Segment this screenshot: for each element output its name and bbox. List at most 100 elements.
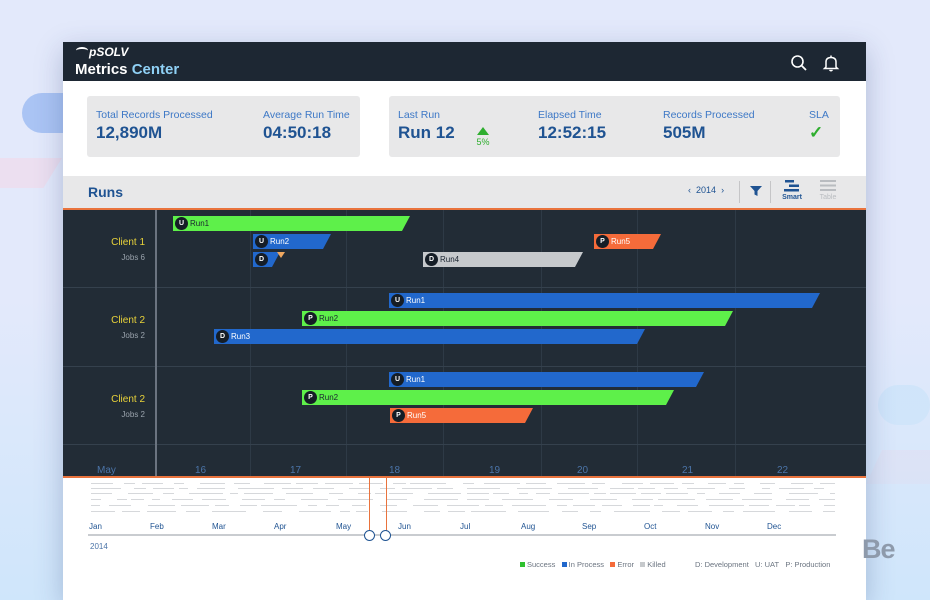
overview-dash (518, 511, 549, 512)
overview-dash (197, 488, 225, 489)
overview-dash (786, 499, 809, 500)
month-label: Jun (398, 522, 411, 531)
overview-dash (471, 511, 506, 512)
run-bar[interactable]: U Run2 (253, 234, 331, 249)
overview-dash (658, 499, 695, 500)
axis-label: 22 (777, 465, 789, 476)
run-bar[interactable]: D Run3 (214, 329, 645, 344)
overview-dash (632, 499, 653, 500)
search-icon[interactable] (790, 54, 808, 72)
overview-dash (428, 493, 461, 494)
chevron-left-icon[interactable]: ‹ (688, 185, 691, 195)
overview-dash (734, 483, 744, 484)
smart-view-button[interactable]: Smart (779, 179, 805, 201)
month-label: Dec (767, 522, 782, 531)
overview-dash (517, 488, 552, 489)
run-bar[interactable]: U Run1 (389, 293, 820, 308)
run-bar[interactable]: P Run2 (302, 311, 733, 326)
trend-value: 5% (476, 137, 490, 147)
overview-dash (789, 511, 812, 512)
legend-swatch (610, 562, 616, 567)
run-bar[interactable]: U Run1 (389, 372, 704, 387)
summary-card: Total Records Processed 12,890M Average … (87, 96, 360, 157)
overview-dash (263, 511, 282, 512)
legend-label: Success (527, 560, 556, 569)
overview-dash (215, 505, 229, 506)
overview-dash (762, 488, 770, 489)
overview-dash (463, 483, 474, 484)
axis-label: May (97, 465, 116, 476)
overview-dash (128, 493, 153, 494)
overview-dash (380, 488, 395, 489)
overview-dash (142, 483, 163, 484)
timeline-track[interactable] (88, 534, 836, 536)
timeline-window-selection[interactable] (369, 478, 387, 536)
overview-dash (485, 505, 503, 506)
run-label: Run3 (231, 332, 251, 341)
run-bar[interactable]: D (253, 252, 280, 267)
overview-dash (413, 505, 438, 506)
env-badge: U (175, 217, 188, 230)
axis-label: 18 (389, 465, 401, 476)
table-view-button[interactable]: Table (815, 179, 841, 201)
timeline-end-handle[interactable] (380, 530, 391, 541)
overview-dash (641, 493, 661, 494)
run-label: Run1 (406, 375, 426, 384)
stat-value: Run 12 (398, 123, 455, 142)
overview-dash (706, 499, 733, 500)
stat-records-processed: Records Processed 505M (663, 109, 755, 143)
overview-dash (261, 505, 297, 506)
brand-name: pSOLV (89, 45, 129, 59)
overview-dash (664, 488, 678, 489)
overview-dash (602, 505, 622, 506)
overview-dash (91, 493, 112, 494)
overview-dash (493, 493, 509, 494)
bell-icon[interactable] (822, 54, 840, 72)
month-label: Apr (274, 522, 287, 531)
legend-label: Killed (647, 560, 666, 569)
overview-dash (202, 499, 226, 500)
last-run-card: Last Run Run 12 5% Elapsed Time 12:52:15… (389, 96, 840, 157)
chevron-right-icon[interactable]: › (721, 185, 725, 195)
divider (770, 181, 771, 203)
run-bar[interactable]: P Run5 (390, 408, 533, 423)
run-label: Run2 (319, 393, 339, 402)
overview-dash (573, 505, 595, 506)
overview-dash (424, 499, 458, 500)
overview-dash (286, 493, 313, 494)
filter-icon[interactable] (749, 184, 763, 198)
overview-dash (282, 488, 303, 489)
run-bar[interactable]: D Run4 (423, 252, 583, 267)
env-badge: U (255, 235, 268, 248)
runs-title: Runs (88, 184, 123, 200)
month-label: Jul (460, 522, 471, 531)
timeline-start-handle[interactable] (364, 530, 375, 541)
overview-dash (830, 493, 835, 494)
overview-dash (153, 488, 174, 489)
table-view-icon (820, 180, 836, 191)
stat-label: Last Run (398, 109, 441, 121)
overview-dash (186, 511, 200, 512)
run-bar[interactable]: U Run1 (173, 216, 410, 231)
arrow-up-icon (477, 127, 489, 135)
stat-value: 505M (663, 123, 706, 142)
overview-dash (594, 493, 606, 494)
run-bar[interactable]: P Run2 (302, 390, 674, 405)
env-badge: P (304, 391, 317, 404)
axis-label: 16 (195, 465, 207, 476)
axis-label: 17 (290, 465, 302, 476)
stat-label: Average Run Time (263, 109, 350, 121)
env-badge: D (255, 253, 268, 266)
overview-dash (179, 488, 188, 489)
behance-logo-text: Be (862, 534, 896, 564)
run-bar[interactable]: P Run5 (594, 234, 661, 249)
run-label: Run5 (611, 237, 631, 246)
overview-dash (340, 511, 350, 512)
legend-status: Success In Process Error Killed (520, 560, 666, 569)
overview-dash (638, 488, 655, 489)
legend-label: D: Development (695, 560, 749, 569)
overview-dash (789, 493, 818, 494)
overview-dash (819, 499, 835, 500)
year-label: 2014 (696, 185, 717, 195)
run-label: Run5 (407, 411, 427, 420)
